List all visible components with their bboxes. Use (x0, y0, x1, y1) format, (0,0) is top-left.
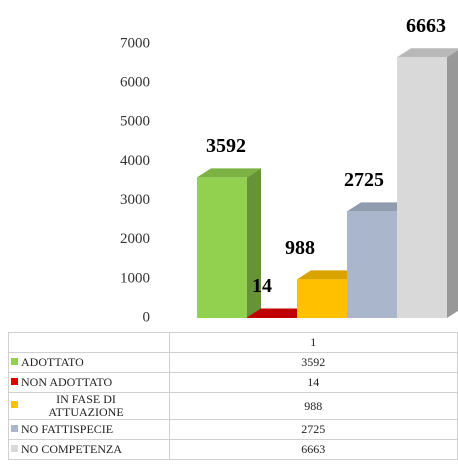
bar-top (247, 308, 311, 318)
legend-swatch (11, 425, 18, 432)
legend-cell: IN FASE DI ATTUAZIONE (8, 392, 170, 420)
legend-cell: NO FATTISPECIE (8, 419, 170, 440)
legend-label: IN FASE DI ATTUAZIONE (48, 392, 124, 419)
bar (397, 57, 447, 319)
y-tick-label: 1000 (120, 270, 150, 286)
data-label: 14 (252, 275, 272, 297)
bar (347, 211, 397, 318)
bar-side (447, 50, 458, 318)
empty-cell (8, 332, 170, 353)
y-tick-label: 2000 (120, 231, 150, 247)
y-tick-label: 4000 (120, 153, 150, 169)
legend-swatch (11, 358, 18, 365)
legend-swatch (11, 445, 18, 452)
y-tick-label: 6000 (120, 75, 150, 91)
bar-top (197, 168, 261, 178)
table-row: ADOTTATO 3592 (8, 352, 458, 373)
bar-top (347, 202, 411, 212)
legend-cell: NON ADOTTATO (8, 372, 170, 393)
table-value: 6663 (168, 439, 458, 460)
legend-label: NO FATTISPECIE (21, 422, 114, 436)
legend-label: NON ADOTTATO (21, 375, 113, 389)
bar (247, 317, 297, 318)
legend-label: NO COMPETENZA (21, 442, 122, 456)
legend-cell: ADOTTATO (8, 352, 170, 373)
y-tick-label: 3000 (120, 192, 150, 208)
table-row: NO FATTISPECIE 2725 (8, 419, 458, 440)
data-label: 6663 (406, 15, 446, 37)
legend-cell: NO COMPETENZA (8, 439, 170, 460)
bar-side (247, 168, 261, 318)
bar (197, 177, 247, 318)
table-value: 3592 (168, 352, 458, 373)
table-row: IN FASE DI ATTUAZIONE 988 (8, 392, 458, 420)
category-label: 1 (168, 332, 458, 353)
legend-swatch (11, 378, 18, 385)
y-tick-label: 0 (143, 309, 151, 325)
data-label: 2725 (344, 169, 384, 191)
table-body: 1 ADOTTATO 3592 NON ADOTTATO 14 IN FASE DI A… (8, 332, 458, 460)
data-table: 1 ADOTTATO 3592 NON ADOTTATO 14 IN FASE DI A… (8, 332, 458, 460)
y-tick-label: 5000 (120, 114, 150, 130)
table-row: NO COMPETENZA 6663 (8, 439, 458, 460)
table-value: 2725 (168, 419, 458, 440)
table-header: 1 (8, 332, 458, 353)
table-value: 988 (168, 392, 458, 420)
bar-top (297, 270, 361, 280)
legend-label: ADOTTATO (21, 355, 84, 369)
chart: 0 1000 2000 3000 4000 5000 6000 7000 3592 14 988 27… (120, 15, 458, 325)
legend-swatch (11, 400, 18, 408)
data-label: 988 (285, 237, 315, 259)
bar (297, 279, 347, 318)
y-tick-label: 7000 (120, 35, 150, 51)
table-value: 14 (168, 372, 458, 393)
table-row: NON ADOTTATO 14 (8, 372, 458, 393)
data-label: 3592 (206, 135, 246, 157)
bar-top (397, 48, 458, 58)
